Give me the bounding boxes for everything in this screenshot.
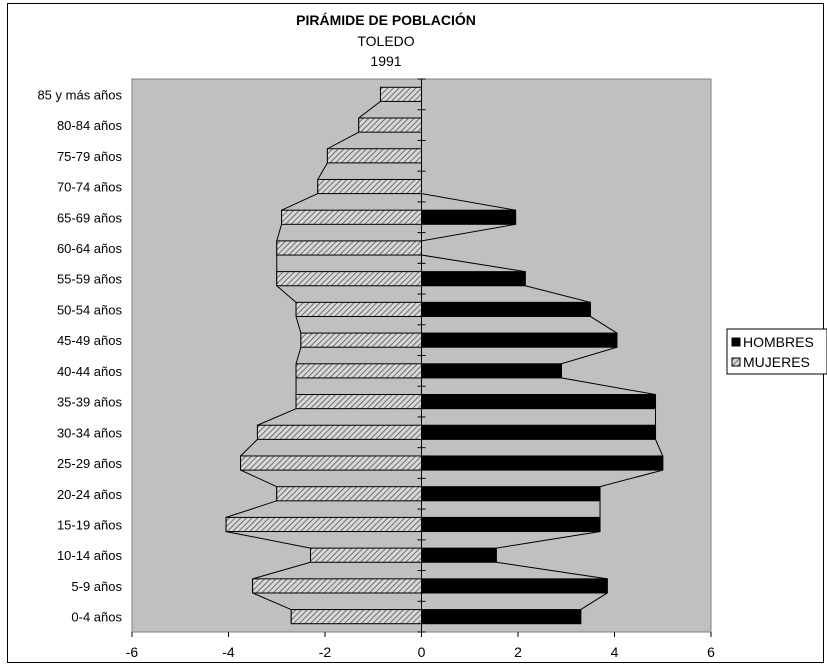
bar-mujeres xyxy=(326,148,423,164)
bar-mujeres xyxy=(358,117,422,133)
category-label: 0-4 años xyxy=(71,610,122,625)
category-label: 20-24 años xyxy=(57,487,123,502)
category-label: 35-39 años xyxy=(57,395,123,410)
x-tick-label: -6 xyxy=(126,644,139,660)
bar-hombres xyxy=(421,424,657,440)
bar-hombres xyxy=(421,486,601,502)
bar-hombres xyxy=(421,609,582,625)
x-tick-label: -4 xyxy=(222,644,235,660)
chart-subtitle-place: TOLEDO xyxy=(357,33,414,49)
bar-hombres xyxy=(421,209,517,225)
legend-label: MUJERES xyxy=(743,354,810,370)
category-label: 70-74 años xyxy=(57,180,123,195)
category-label: 15-19 años xyxy=(57,517,123,532)
bar-hombres xyxy=(421,547,497,563)
category-label: 55-59 años xyxy=(57,272,123,287)
chart-subtitle-year: 1991 xyxy=(370,53,401,69)
bar-mujeres xyxy=(295,301,422,317)
bar-hombres xyxy=(421,578,608,594)
category-label: 75-79 años xyxy=(57,149,123,164)
bar-hombres xyxy=(421,363,562,379)
x-tick-label: 2 xyxy=(514,644,522,660)
bar-mujeres xyxy=(240,455,422,471)
bar-mujeres xyxy=(276,240,422,256)
bar-mujeres xyxy=(379,86,422,102)
legend: HOMBRES MUJERES xyxy=(726,328,827,375)
women-outline-line xyxy=(225,87,381,624)
category-label: 10-14 años xyxy=(57,548,123,563)
bar-mujeres xyxy=(281,209,423,225)
bar-hombres xyxy=(421,271,526,287)
bar-mujeres xyxy=(310,547,422,563)
bar-mujeres xyxy=(295,394,422,410)
category-label: 25-29 años xyxy=(57,456,123,471)
category-label: 85 y más años xyxy=(37,87,122,102)
x-tick-label: 6 xyxy=(707,644,715,660)
bar-hombres xyxy=(421,455,664,471)
category-label: 5-9 años xyxy=(71,579,122,594)
legend-label: HOMBRES xyxy=(743,334,814,350)
legend-swatch xyxy=(731,337,741,347)
bar-mujeres xyxy=(276,271,422,287)
category-label: 45-49 años xyxy=(57,333,123,348)
bar-mujeres xyxy=(276,486,422,502)
category-label: 30-34 años xyxy=(57,425,123,440)
bar-mujeres xyxy=(300,332,422,348)
category-label: 60-64 años xyxy=(57,241,123,256)
x-tick-label: 0 xyxy=(418,644,426,660)
bar-mujeres xyxy=(317,178,423,195)
bar-hombres xyxy=(421,516,601,533)
chart-title: PIRÁMIDE DE POBLACIÓN xyxy=(296,11,476,28)
legend-box xyxy=(726,328,827,375)
legend-swatch xyxy=(731,357,741,367)
bar-mujeres xyxy=(225,516,422,533)
bar-mujeres xyxy=(290,609,422,625)
bar-mujeres xyxy=(295,363,422,379)
bar-mujeres xyxy=(252,578,422,594)
category-label: 40-44 años xyxy=(57,364,123,379)
bar-hombres xyxy=(421,301,591,317)
bar-hombres xyxy=(421,332,618,348)
bar-mujeres xyxy=(256,424,423,440)
x-tick-label: 4 xyxy=(611,644,619,660)
bar-hombres xyxy=(421,394,657,410)
category-label: 50-54 años xyxy=(57,302,123,317)
category-label: 80-84 años xyxy=(57,118,123,133)
category-label: 65-69 años xyxy=(57,210,123,225)
x-tick-label: -2 xyxy=(319,644,332,660)
